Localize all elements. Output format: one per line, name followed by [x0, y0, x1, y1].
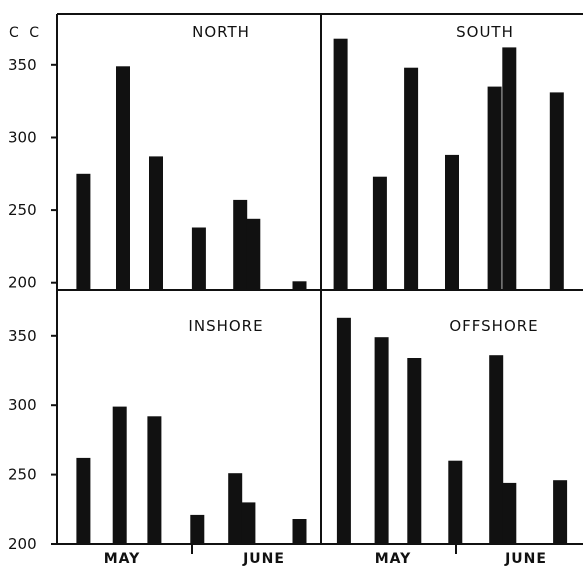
bar-inshore-5 [228, 473, 243, 544]
y-tick-label-top-300: 300 [8, 129, 37, 147]
bar-inshore-7 [292, 519, 307, 544]
y-tick-label-bottom-350: 350 [8, 327, 37, 345]
y-tick-label-top-200: 200 [8, 274, 37, 292]
bar-inshore-3 [147, 416, 162, 544]
month-label-june-left: JUNE [242, 551, 285, 567]
panel-title-offshore: OFFSHORE [449, 317, 538, 335]
bar-inshore-6 [241, 502, 256, 544]
bar-north-6 [246, 218, 261, 290]
x-axis-months: MAY JUNE MAY JUNE [104, 545, 547, 567]
bar-south-3 [404, 67, 419, 290]
panel-north: NORTH [76, 23, 307, 290]
bars-south [333, 38, 564, 291]
bar-south-7 [549, 92, 564, 291]
month-label-may-left: MAY [104, 551, 141, 567]
bar-north-5 [233, 199, 248, 290]
bar-south-6 [502, 47, 517, 291]
panel-title-inshore: INSHORE [188, 317, 263, 335]
bars-north [76, 66, 307, 290]
bar-south-5 [487, 86, 502, 290]
bars-inshore [76, 406, 307, 544]
bar-south-4 [445, 154, 459, 290]
panel-south: SOUTH [333, 23, 564, 291]
y-tick-label-top-350: 350 [8, 56, 37, 74]
month-label-may-right: MAY [375, 551, 412, 567]
y-tick-label-top-250: 250 [8, 201, 37, 219]
bar-inshore-4 [190, 514, 205, 544]
panel-title-north: NORTH [192, 23, 250, 41]
bar-north-2 [116, 66, 130, 290]
bar-south-1 [333, 38, 348, 291]
bar-offshore-7 [553, 480, 568, 544]
bar-inshore-1 [76, 457, 91, 544]
bar-offshore-1 [336, 317, 351, 544]
y-unit-label: C C [9, 25, 42, 41]
y-tick-label-bottom-200: 200 [8, 535, 37, 553]
bars-offshore [336, 317, 568, 544]
bar-offshore-6 [502, 482, 517, 544]
bar-north-3 [149, 156, 163, 290]
bar-north-7 [292, 281, 307, 290]
bar-north-4 [191, 227, 206, 290]
bar-south-2 [372, 176, 387, 290]
bar-inshore-2 [112, 406, 127, 544]
month-label-june-right: JUNE [504, 551, 547, 567]
panel-frame [56, 13, 583, 545]
bar-offshore-2 [374, 337, 389, 544]
y-tick-label-bottom-300: 300 [8, 396, 37, 414]
y-axis-ticks: 200 250 300 350 200 250 300 350 [8, 56, 57, 553]
panel-offshore: OFFSHORE [336, 317, 568, 544]
panel-inshore: INSHORE [76, 317, 307, 544]
y-tick-label-bottom-250: 250 [8, 466, 37, 484]
bar-offshore-3 [407, 358, 422, 544]
bar-north-1 [76, 173, 91, 290]
bar-offshore-5 [489, 355, 504, 544]
bar-offshore-4 [448, 460, 463, 544]
panel-title-south: SOUTH [456, 23, 514, 41]
